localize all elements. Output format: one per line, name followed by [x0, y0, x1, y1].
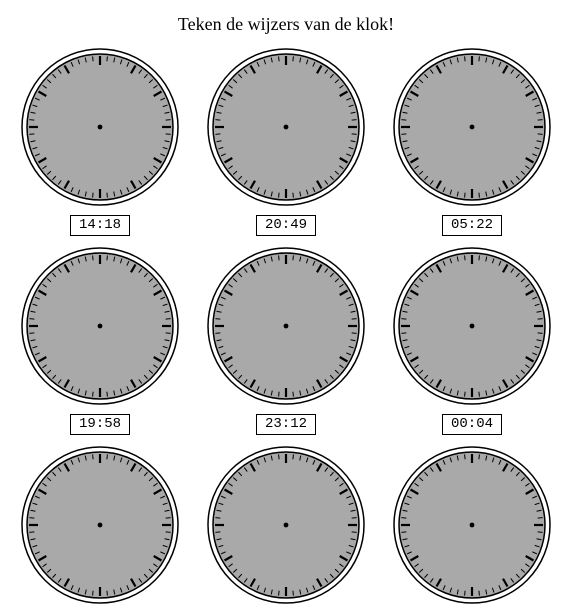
worksheet-page: Teken de wijzers van de klok! 14:18 20:49…	[0, 0, 572, 605]
clock-face-svg	[20, 246, 180, 406]
time-label: 00:04	[442, 414, 502, 435]
clock-face-svg	[392, 445, 552, 605]
clock-face	[206, 47, 366, 207]
clock-cell: 05:22	[390, 47, 554, 236]
clock-cell: 19:58	[18, 246, 182, 435]
clock-face	[392, 445, 552, 605]
clock-face-svg	[206, 47, 366, 207]
clock-face-svg	[392, 246, 552, 406]
time-label: 20:49	[256, 215, 316, 236]
clock-grid: 14:18 20:49 05:22 19:58 23:12 00:04	[0, 41, 572, 605]
time-label: 23:12	[256, 414, 316, 435]
clock-cell: 20:49	[204, 47, 368, 236]
time-label: 05:22	[442, 215, 502, 236]
clock-face	[20, 445, 180, 605]
clock-face-svg	[20, 445, 180, 605]
clock-face	[206, 445, 366, 605]
clock-cell: 14:18	[18, 47, 182, 236]
clock-cell	[204, 445, 368, 605]
time-label: 19:58	[70, 414, 130, 435]
page-title: Teken de wijzers van de klok!	[0, 0, 572, 41]
clock-cell	[390, 445, 554, 605]
clock-face	[206, 246, 366, 406]
clock-cell	[18, 445, 182, 605]
clock-face	[20, 246, 180, 406]
clock-face-svg	[392, 47, 552, 207]
clock-face-svg	[206, 246, 366, 406]
clock-face	[20, 47, 180, 207]
time-label: 14:18	[70, 215, 130, 236]
clock-face	[392, 47, 552, 207]
clock-face-svg	[20, 47, 180, 207]
clock-cell: 23:12	[204, 246, 368, 435]
clock-cell: 00:04	[390, 246, 554, 435]
clock-face	[392, 246, 552, 406]
clock-face-svg	[206, 445, 366, 605]
